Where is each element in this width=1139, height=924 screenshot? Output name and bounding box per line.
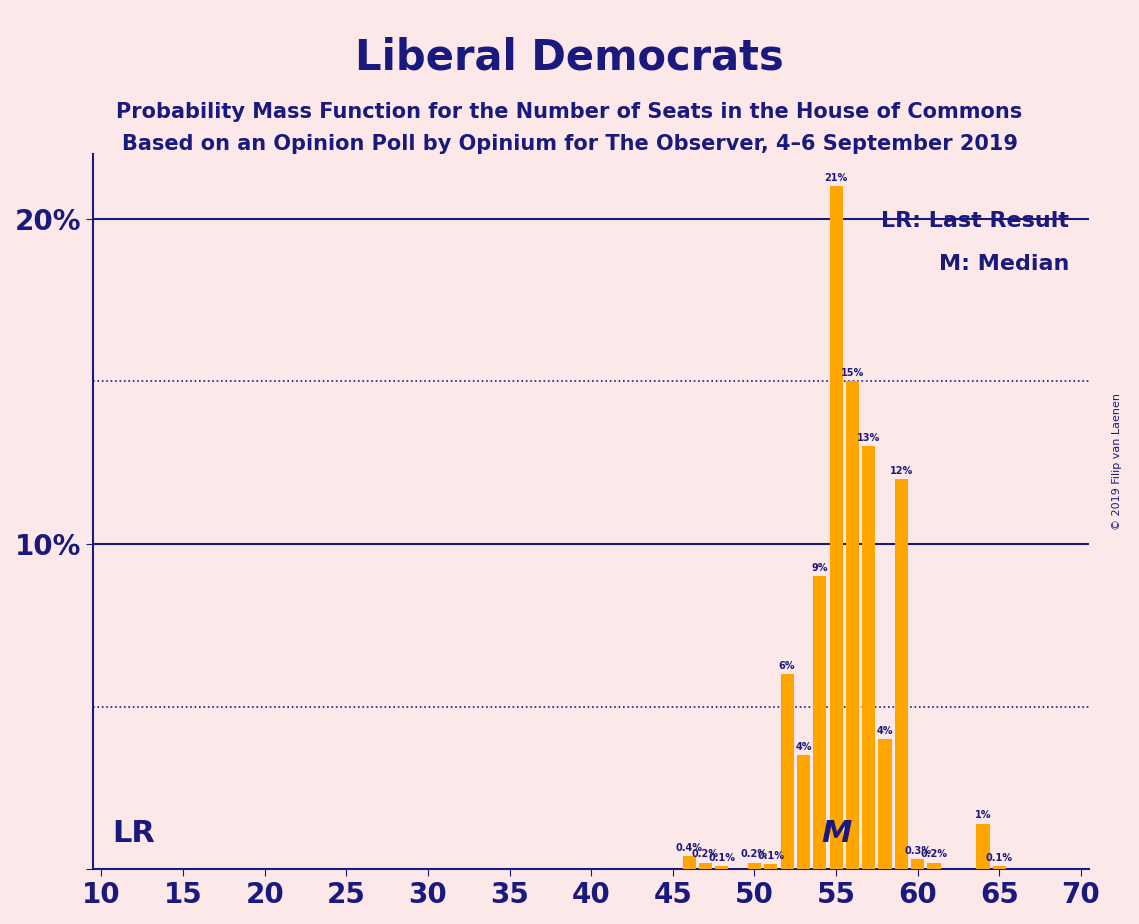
Text: © 2019 Filip van Laenen: © 2019 Filip van Laenen [1112,394,1122,530]
Bar [829,186,843,869]
Bar [927,863,941,869]
Text: 15%: 15% [841,368,865,378]
Bar [715,866,728,869]
Text: 0.2%: 0.2% [920,849,948,859]
Bar [895,479,908,869]
Bar [699,863,712,869]
Bar [780,674,794,869]
Text: 0.1%: 0.1% [985,853,1013,863]
Text: 0.2%: 0.2% [741,849,768,859]
Text: 12%: 12% [890,466,913,476]
Text: 4%: 4% [795,742,812,752]
Bar [993,866,1006,869]
Text: 13%: 13% [857,433,880,444]
Text: Based on an Opinion Poll by Opinium for The Observer, 4–6 September 2019: Based on an Opinion Poll by Opinium for … [122,134,1017,154]
Bar [797,755,810,869]
Text: 9%: 9% [811,564,828,573]
Text: M: Median: M: Median [939,254,1070,274]
Bar [862,446,875,869]
Text: LR: LR [113,819,156,847]
Bar [748,863,761,869]
Bar [813,577,826,869]
Text: 0.3%: 0.3% [904,846,932,857]
Text: Liberal Democrats: Liberal Democrats [355,37,784,79]
Text: 0.4%: 0.4% [675,843,703,853]
Bar [976,823,990,869]
Text: 0.1%: 0.1% [757,851,785,861]
Text: 6%: 6% [779,661,795,671]
Text: M: M [821,819,851,847]
Bar [911,859,924,869]
Bar [846,382,859,869]
Text: LR: Last Result: LR: Last Result [882,211,1070,231]
Text: 1%: 1% [975,810,991,821]
Text: 4%: 4% [877,726,893,736]
Text: 21%: 21% [825,173,847,183]
Text: Probability Mass Function for the Number of Seats in the House of Commons: Probability Mass Function for the Number… [116,102,1023,122]
Bar [878,739,892,869]
Text: 0.2%: 0.2% [693,849,719,859]
Text: 0.1%: 0.1% [708,853,736,863]
Bar [682,857,696,869]
Bar [764,864,777,869]
